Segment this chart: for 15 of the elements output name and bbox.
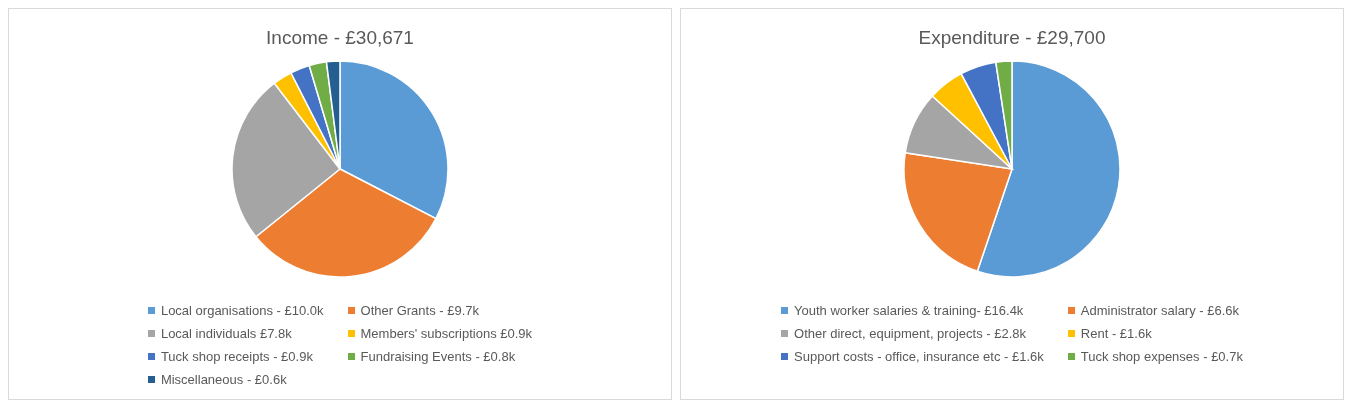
chart-title: Expenditure - £29,700	[918, 27, 1106, 49]
legend-label: Other direct, equipment, projects - £2.8k	[794, 326, 1026, 341]
chart-title: Income - £30,671	[266, 27, 414, 49]
legend-label: Fundraising Events - £0.8k	[360, 349, 516, 364]
legend-label: Miscellaneous - £0.6k	[160, 372, 287, 387]
legend-label: Tuck shop receipts - £0.9k	[160, 349, 313, 364]
legend-label: Youth worker salaries & training- £16.4k	[794, 303, 1024, 318]
legend-label: Rent - £1.6k	[1080, 326, 1152, 341]
legend-label: Tuck shop expenses - £0.7k	[1080, 349, 1243, 364]
legend-label: Members' subscriptions £0.9k	[360, 326, 533, 341]
legend-label: Local organisations - £10.0k	[160, 303, 324, 318]
legend-label: Support costs - office, insurance etc - £1.6k	[794, 349, 1044, 364]
legend-label: Other Grants - £9.7k	[360, 303, 480, 318]
legend-label: Local individuals £7.8k	[160, 326, 292, 341]
legend-label: Administrator salary - £6.6k	[1080, 303, 1240, 318]
